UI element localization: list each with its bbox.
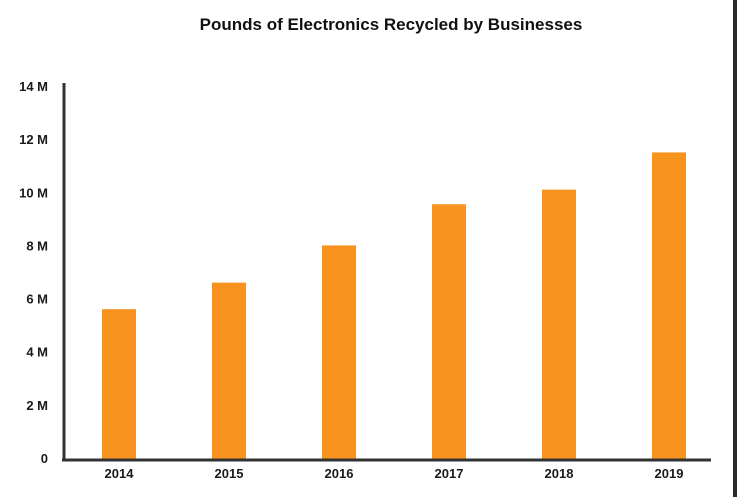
x-tick-label: 2014: [105, 466, 135, 481]
x-axis-ticks: 2014 2015 2016 2017 2018 2019: [105, 466, 684, 481]
y-tick-label: 6 M: [26, 292, 48, 307]
bar-2019: [652, 152, 686, 459]
y-tick-label: 0: [41, 451, 48, 466]
window-edge: [733, 0, 737, 497]
bar-2014: [102, 309, 136, 459]
chart-title: Pounds of Electronics Recycled by Busine…: [200, 15, 583, 34]
x-tick-label: 2015: [215, 466, 244, 481]
y-tick-label: 4 M: [26, 345, 48, 360]
y-tick-label: 14 M: [19, 79, 48, 94]
y-tick-label: 10 M: [19, 185, 48, 200]
x-tick-label: 2016: [325, 466, 354, 481]
bars: [102, 152, 686, 459]
x-tick-label: 2018: [545, 466, 574, 481]
bar-2016: [322, 245, 356, 459]
bar-2015: [212, 282, 246, 459]
y-tick-label: 12 M: [19, 132, 48, 147]
y-axis-ticks: 0 2 M 4 M 6 M 8 M 10 M 12 M 14 M: [19, 79, 48, 466]
y-tick-label: 8 M: [26, 238, 48, 253]
bar-2018: [542, 189, 576, 459]
x-tick-label: 2019: [655, 466, 684, 481]
bar-2017: [432, 204, 466, 459]
y-tick-label: 2 M: [26, 398, 48, 413]
x-tick-label: 2017: [435, 466, 464, 481]
